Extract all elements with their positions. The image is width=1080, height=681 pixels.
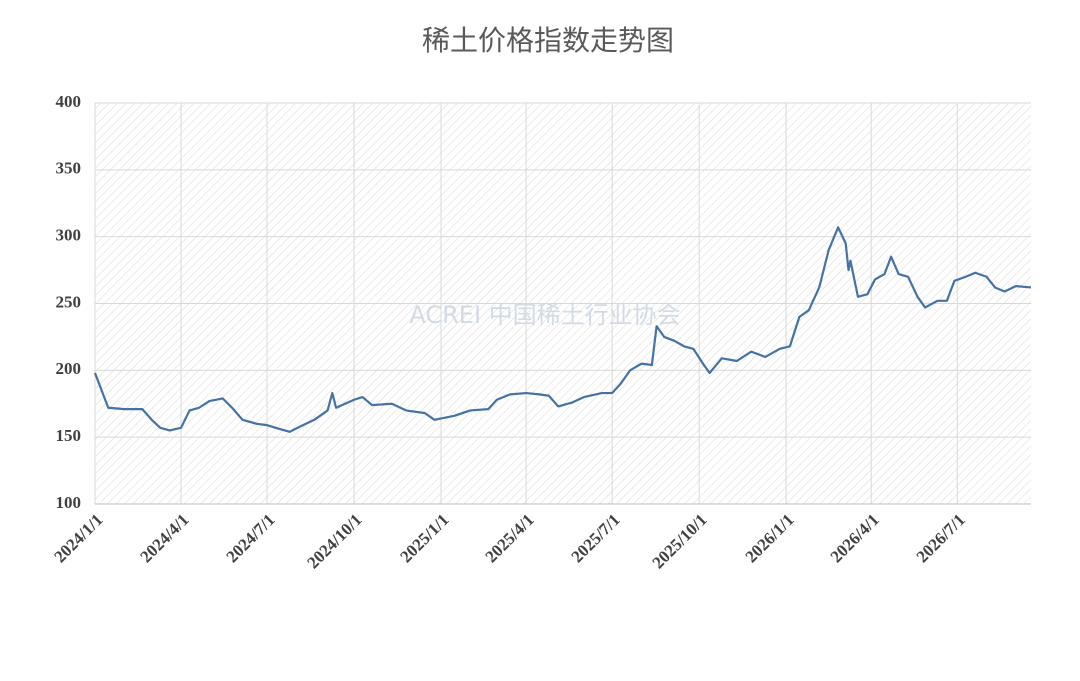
series-line	[93, 226, 1032, 433]
y-tick-label: 400	[56, 92, 82, 111]
x-tick-label: 2024/10/1	[303, 510, 365, 572]
x-tick-label: 2025/10/1	[649, 510, 711, 572]
chart-title: 稀土价格指数走势图	[422, 24, 674, 57]
x-tick-label: 2024/4/1	[136, 510, 192, 566]
x-tick-label: 2025/1/1	[396, 510, 452, 566]
x-tick-label: 2026/1/1	[742, 510, 798, 566]
y-tick-label: 200	[56, 359, 82, 378]
x-tick-label: 2025/7/1	[568, 510, 624, 566]
watermark: ACREI 中国稀土行业协会	[409, 301, 680, 329]
y-tick-label: 150	[56, 426, 82, 445]
x-tick-label: 2024/1/1	[50, 510, 106, 566]
x-tick-label: 2026/4/1	[827, 510, 883, 566]
x-tick-label: 2025/4/1	[482, 510, 538, 566]
x-tick-label: 2024/7/1	[222, 510, 278, 566]
y-tick-label: 300	[56, 226, 82, 245]
y-tick-label: 100	[56, 493, 82, 512]
x-tick-label: 2026/7/1	[913, 510, 969, 566]
y-tick-label: 250	[56, 292, 82, 311]
y-tick-label: 350	[56, 159, 82, 178]
